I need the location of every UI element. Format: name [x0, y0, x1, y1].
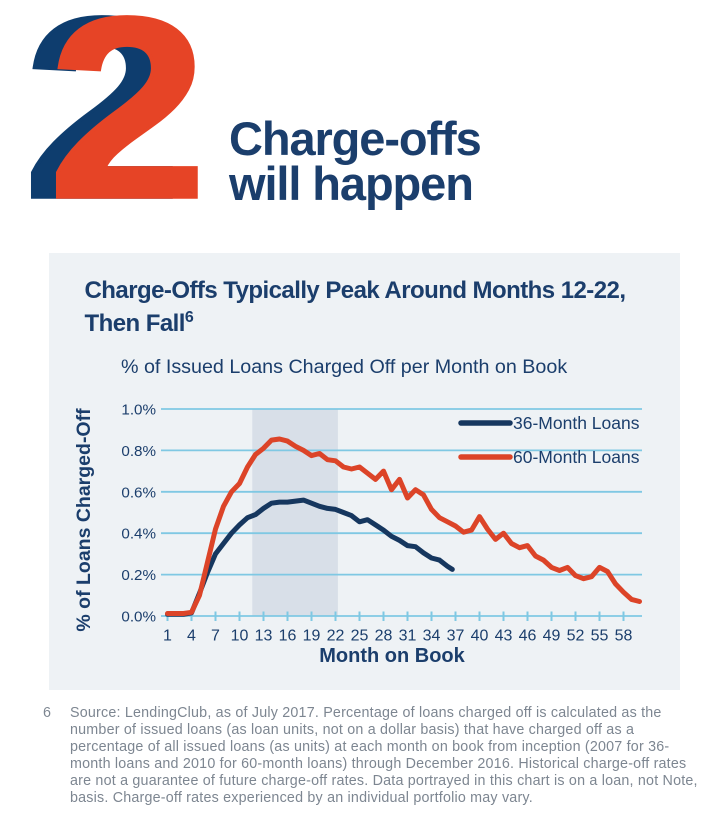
svg-text:49: 49 — [543, 628, 561, 645]
svg-text:10: 10 — [231, 628, 249, 645]
svg-text:31: 31 — [399, 628, 417, 645]
svg-text:40: 40 — [471, 628, 489, 645]
svg-text:0.4%: 0.4% — [121, 526, 156, 543]
svg-text:52: 52 — [567, 628, 585, 645]
svg-text:19: 19 — [303, 628, 321, 645]
svg-text:36-Month Loans: 36-Month Loans — [513, 413, 640, 433]
svg-text:% of Loans Charged-Off: % of Loans Charged-Off — [73, 408, 95, 632]
svg-text:37: 37 — [447, 628, 465, 645]
svg-text:0.8%: 0.8% — [121, 443, 156, 460]
svg-text:22: 22 — [327, 628, 345, 645]
svg-text:13: 13 — [255, 628, 273, 645]
svg-text:55: 55 — [591, 628, 609, 645]
svg-text:43: 43 — [495, 628, 513, 645]
svg-text:0.2%: 0.2% — [121, 567, 156, 584]
svg-text:16: 16 — [279, 628, 297, 645]
svg-text:0.6%: 0.6% — [121, 484, 156, 501]
svg-text:58: 58 — [615, 628, 633, 645]
svg-text:60-Month Loans: 60-Month Loans — [513, 447, 640, 467]
svg-text:Month on Book: Month on Book — [319, 645, 465, 667]
svg-text:0.0%: 0.0% — [121, 609, 156, 626]
svg-text:1: 1 — [163, 628, 172, 645]
svg-text:25: 25 — [351, 628, 369, 645]
svg-text:28: 28 — [375, 628, 393, 645]
svg-text:4: 4 — [187, 628, 196, 645]
svg-text:34: 34 — [423, 628, 441, 645]
svg-text:1.0%: 1.0% — [121, 402, 156, 419]
svg-text:7: 7 — [211, 628, 220, 645]
svg-text:46: 46 — [519, 628, 537, 645]
